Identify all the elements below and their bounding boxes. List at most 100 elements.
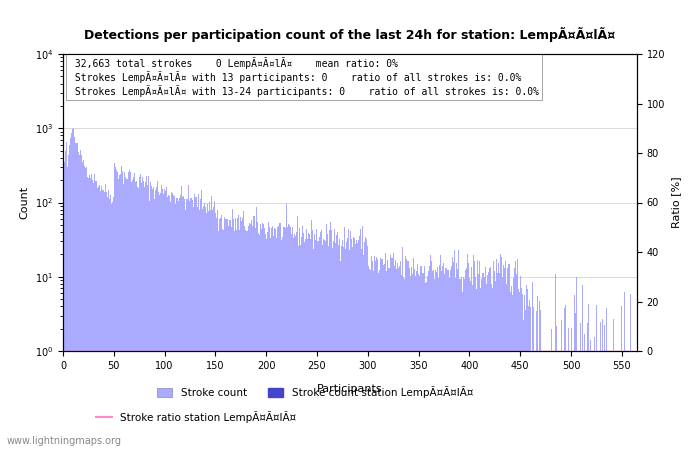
Bar <box>127 172 129 450</box>
Bar <box>571 328 573 450</box>
Bar <box>285 228 286 450</box>
Bar <box>210 210 211 450</box>
Bar <box>471 267 472 450</box>
Bar <box>399 266 400 450</box>
Bar <box>452 257 453 450</box>
Bar <box>199 199 201 450</box>
Bar <box>95 181 96 450</box>
Bar <box>477 260 478 450</box>
Bar <box>373 271 374 450</box>
Bar <box>203 207 204 450</box>
Bar <box>316 230 318 450</box>
Bar <box>286 204 287 450</box>
Bar <box>332 241 334 450</box>
Bar <box>521 288 522 450</box>
Bar <box>91 174 92 450</box>
Bar <box>480 288 481 450</box>
Bar <box>85 168 86 450</box>
Text: 32,663 total strokes    0 LempÃ¤Ã¤lÃ¤    mean ratio: 0%
 Strokes LempÃ¤Ã¤lÃ¤ wit: 32,663 total strokes 0 LempÃ¤Ã¤lÃ¤ mean … <box>69 57 539 97</box>
Bar <box>163 194 164 450</box>
Bar <box>102 190 103 450</box>
Bar <box>114 163 116 450</box>
Bar <box>329 230 330 450</box>
Bar <box>109 199 110 450</box>
Bar <box>131 182 132 450</box>
Bar <box>407 261 408 450</box>
Bar <box>490 267 491 450</box>
Bar <box>326 224 327 450</box>
Bar <box>485 267 486 450</box>
Bar <box>514 261 516 450</box>
Bar <box>418 274 419 450</box>
Bar <box>214 201 215 450</box>
Bar <box>392 258 393 450</box>
Bar <box>148 176 149 450</box>
Bar <box>278 226 279 450</box>
Bar <box>93 184 94 450</box>
Bar <box>473 255 474 450</box>
Bar <box>309 234 310 450</box>
Bar <box>121 166 122 450</box>
Bar <box>564 308 566 450</box>
Bar <box>249 223 251 450</box>
Text: Participants: Participants <box>317 383 383 393</box>
Bar <box>291 234 292 450</box>
Bar <box>366 239 368 450</box>
Bar <box>229 220 230 450</box>
Bar <box>267 222 269 450</box>
Bar <box>338 245 339 450</box>
Bar <box>186 199 188 450</box>
Bar <box>395 269 397 450</box>
Bar <box>212 210 213 450</box>
Bar <box>175 203 176 450</box>
Bar <box>168 195 169 450</box>
Bar <box>113 197 114 450</box>
Bar <box>195 197 197 450</box>
Bar <box>99 184 100 450</box>
Bar <box>532 282 533 450</box>
Bar <box>266 239 267 450</box>
Bar <box>390 255 391 450</box>
Bar <box>272 226 273 450</box>
Bar <box>170 202 172 450</box>
Bar <box>469 278 470 450</box>
Bar <box>551 328 552 450</box>
Bar <box>453 261 454 450</box>
Bar <box>381 258 382 450</box>
Bar <box>321 245 323 450</box>
Bar <box>69 138 71 450</box>
Bar <box>107 197 108 450</box>
Bar <box>352 247 353 450</box>
Bar <box>159 194 160 450</box>
Bar <box>275 229 276 450</box>
Bar <box>294 234 295 450</box>
Bar <box>318 237 319 450</box>
Bar <box>434 279 435 450</box>
Bar <box>271 228 272 450</box>
Bar <box>75 143 76 450</box>
Bar <box>139 177 140 450</box>
Bar <box>152 189 153 450</box>
Bar <box>419 276 420 450</box>
Bar <box>602 319 603 450</box>
Bar <box>120 175 121 450</box>
Bar <box>122 171 123 450</box>
Bar <box>362 225 363 450</box>
Bar <box>360 230 361 450</box>
Bar <box>449 270 451 450</box>
Bar <box>386 260 388 450</box>
Bar <box>537 296 538 450</box>
Bar <box>523 320 524 450</box>
Bar <box>116 170 118 450</box>
Bar <box>384 253 386 450</box>
Bar <box>344 227 345 450</box>
Bar <box>233 219 235 450</box>
Bar <box>284 227 285 450</box>
Bar <box>425 283 426 450</box>
Bar <box>573 295 575 450</box>
Bar <box>274 229 275 450</box>
Bar <box>428 271 429 450</box>
Bar <box>218 231 219 450</box>
Bar <box>108 190 109 450</box>
Bar <box>125 177 127 450</box>
